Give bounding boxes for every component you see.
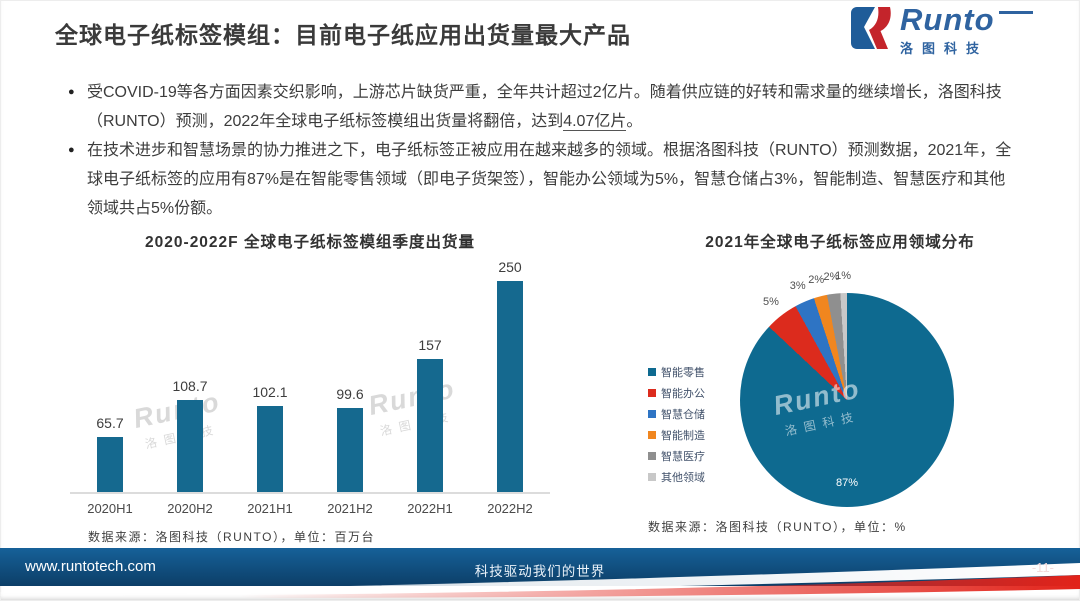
legend-label: 智能办公 — [661, 388, 705, 400]
pie-slice-label: 2% — [823, 270, 840, 283]
bar — [497, 281, 523, 492]
bar-category-label: 2022H1 — [407, 501, 453, 516]
legend-label: 智能制造 — [661, 430, 705, 442]
bar-chart: 2020-2022F 全球电子纸标签模组季度出货量 Runto 洛图科技 Run… — [60, 230, 560, 545]
legend-swatch — [648, 431, 656, 439]
bar — [177, 400, 203, 492]
footer-swoosh — [0, 548, 1080, 598]
bar-chart-source: 数据来源：洛图科技（RUNTO），单位：百万台 — [88, 530, 375, 544]
bar-column: 250 — [470, 259, 550, 492]
logo-dash — [998, 11, 1033, 14]
bar-column: 99.6 — [310, 386, 390, 492]
pie-slice-label: 5% — [763, 296, 779, 309]
footer: www.runtotech.com 科技驱动我们的世界 -11- — [0, 548, 1080, 601]
pie-slice-label: 87% — [835, 477, 859, 490]
logo-text: Runto 洛图科技 — [900, 2, 1033, 57]
runto-logo-icon — [851, 7, 891, 49]
legend-item: 智慧医疗 — [648, 448, 705, 464]
bullet-text-part: 。 — [626, 113, 643, 130]
page-title: 全球电子纸标签模组：目前电子纸应用出货量最大产品 — [55, 22, 631, 48]
bar-category-label: 2020H2 — [167, 501, 213, 516]
logo-brand-cn: 洛图科技 — [900, 41, 989, 56]
bar-category-label: 2020H1 — [87, 501, 133, 516]
legend-label: 智慧仓储 — [661, 409, 705, 421]
bar-value-label: 65.7 — [96, 415, 124, 431]
bullet-item: ● 在技术进步和智慧场景的协力推进之下，电子纸标签正被应用在越来越多的领域。根据… — [68, 136, 1016, 223]
bar-category-label: 2021H2 — [327, 501, 373, 516]
bullet-text: 受COVID-19等各方面因素交织影响，上游芯片缺货严重，全年共计超过2亿片。随… — [87, 84, 1002, 131]
bar-category-label: 2021H1 — [247, 501, 293, 516]
bar-column: 65.7 — [70, 415, 150, 492]
footer-slogan: 科技驱动我们的世界 — [474, 564, 606, 579]
legend-swatch — [648, 410, 656, 418]
legend-item: 智能零售 — [648, 364, 705, 380]
bar — [417, 359, 443, 492]
bullet-marker: ● — [68, 144, 75, 156]
runto-logo: Runto 洛图科技 — [848, 2, 1033, 57]
bar-categories: 2020H1 2020H2 2021H1 2021H2 2022H1 2022H2 — [70, 501, 550, 516]
footer-page-number: -11- — [1031, 560, 1054, 575]
bar-value-label: 108.7 — [172, 378, 208, 394]
pie-legend: 智能零售智能办公智慧仓储智能制造智慧医疗其他领域 — [648, 364, 705, 490]
bar-value-label: 250 — [498, 259, 522, 275]
pie-chart-source: 数据来源：洛图科技（RUNTO），单位：% — [648, 520, 907, 534]
bullet-list: ● 受COVID-19等各方面因素交织影响，上游芯片缺货严重，全年共计超过2亿片… — [68, 78, 1016, 223]
legend-item: 智慧仓储 — [648, 406, 705, 422]
legend-swatch — [648, 389, 656, 397]
bar — [97, 437, 123, 492]
legend-swatch — [648, 473, 656, 481]
dashed-divider — [40, 55, 1068, 58]
bar-chart-title: 2020-2022F 全球电子纸标签模组季度出货量 — [145, 234, 475, 251]
legend-swatch — [648, 452, 656, 460]
bullet-item: ● 受COVID-19等各方面因素交织影响，上游芯片缺货严重，全年共计超过2亿片… — [68, 78, 1016, 136]
bullet-text: 在技术进步和智慧场景的协力推进之下，电子纸标签正被应用在越来越多的领域。根据洛图… — [87, 142, 1012, 217]
footer-website: www.runtotech.com — [25, 558, 156, 575]
bar — [257, 406, 283, 492]
bar — [337, 408, 363, 492]
bar-value-label: 157 — [418, 337, 442, 353]
bar-value-label: 99.6 — [336, 386, 364, 402]
legend-item: 智能办公 — [648, 385, 705, 401]
bullet-emphasis: 4.07亿片 — [563, 113, 627, 131]
legend-item: 其他领域 — [648, 469, 705, 485]
pie-slice-label: 3% — [789, 280, 806, 293]
bar-columns: 65.7 108.7 102.1 99.6 157 250 — [70, 259, 550, 494]
legend-item: 智能制造 — [648, 427, 705, 443]
bar-column: 108.7 — [150, 378, 230, 492]
bar-column: 102.1 — [230, 384, 310, 492]
pie-chart: 2021年全球电子纸标签应用领域分布 智能零售智能办公智慧仓储智能制造智慧医疗其… — [620, 230, 1060, 540]
legend-label: 其他领域 — [661, 472, 705, 484]
pie-slice-label: 1% — [835, 270, 852, 283]
pie-chart-title: 2021年全球电子纸标签应用领域分布 — [705, 234, 975, 251]
legend-label: 智能零售 — [661, 367, 705, 379]
bullet-marker: ● — [68, 86, 75, 98]
bar-value-label: 102.1 — [252, 384, 288, 400]
bar-column: 157 — [390, 337, 470, 492]
pie-slice-label: 2% — [808, 273, 825, 286]
pie-graphic — [740, 293, 954, 507]
bar-category-label: 2022H2 — [487, 501, 533, 516]
legend-label: 智慧医疗 — [661, 451, 705, 463]
logo-brand-text: Runto — [900, 2, 995, 37]
legend-swatch — [648, 368, 656, 376]
bullet-text-part: 受COVID-19等各方面因素交织影响，上游芯片缺货严重，全年共计超过2亿片。随… — [87, 84, 1002, 130]
